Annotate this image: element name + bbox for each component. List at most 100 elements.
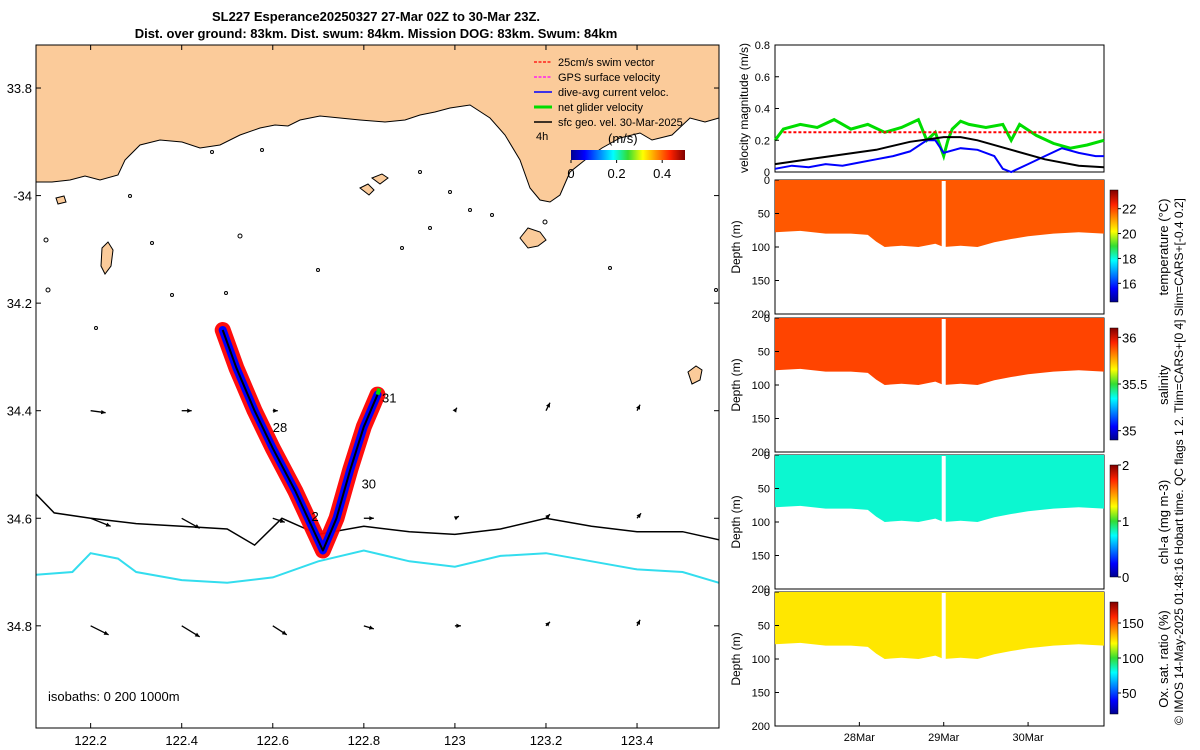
- section-data-gap: [941, 593, 946, 725]
- side-note: © IMOS 14-May-2025 01:48:16 Hobart time.…: [1172, 198, 1186, 725]
- section-ytick-label: 150: [752, 551, 770, 563]
- geo-vector-head: [545, 514, 550, 519]
- section-cb-tick-label: 16: [1122, 276, 1136, 291]
- y-tick-label: 34.4: [7, 404, 32, 419]
- legend-item-geo-velocity: sfc geo. vel. 30-Mar-2025: [534, 117, 683, 129]
- geostrophic-vectors: [90, 402, 642, 638]
- section-ytick-label: 200: [752, 309, 770, 321]
- section-cb-tick-label: 100: [1122, 651, 1144, 666]
- geo-vector-head: [103, 630, 109, 635]
- section-ytick-label: 50: [758, 484, 770, 496]
- island: [687, 365, 703, 385]
- geo-vector-head: [453, 516, 459, 521]
- section-ytick-label: 100: [752, 517, 770, 529]
- colorbar-tick-label: 0.4: [653, 166, 671, 181]
- section-ytick-label: 0: [764, 587, 770, 599]
- section-ylabel: Depth (m): [729, 632, 743, 685]
- y-tick-label: 33.8: [7, 81, 32, 96]
- x-tick-label: 122.4: [165, 733, 198, 748]
- section-cb-tick-label: 22: [1122, 202, 1136, 217]
- section-cb-tick-label: 0: [1122, 570, 1129, 585]
- legend-item-net-velocity: net glider velocity: [534, 102, 643, 114]
- day-label: 2: [311, 509, 318, 524]
- section-ylabel: Depth (m): [729, 220, 743, 273]
- geo-vector-head: [187, 408, 192, 413]
- geo-vector-head: [194, 524, 200, 529]
- velocity-series-line: [773, 117, 1105, 162]
- section-colorbar: [1109, 601, 1119, 715]
- y-tick-label: 34.6: [7, 511, 32, 526]
- section-data-fill: [775, 592, 1104, 659]
- section-ytick-label: 50: [758, 621, 770, 633]
- geo-vector-head: [636, 619, 641, 625]
- island: [55, 195, 67, 205]
- velocity-ytick-label: 0.2: [755, 135, 770, 147]
- section-data-fill: [775, 455, 1104, 522]
- section-xtick-label: 29Mar: [928, 732, 960, 744]
- legend-label: GPS surface velocity: [558, 72, 661, 84]
- legend-item-gps-velocity: GPS surface velocity: [534, 72, 661, 84]
- geo-vector-head: [368, 625, 374, 630]
- section-cb-tick-label: 36: [1122, 330, 1136, 345]
- section-colorbar: [1109, 327, 1119, 441]
- x-tick-label: 123: [444, 733, 466, 748]
- x-tick-label: 123.2: [530, 733, 563, 748]
- section-ytick-label: 50: [758, 209, 770, 221]
- y-tick-label: -34: [13, 189, 32, 204]
- geo-vector-head: [545, 621, 550, 627]
- section-chl-a: 0 50 100 150 200 Depth (m) 2 1 0 chl-a (mg m-3): [729, 450, 1171, 596]
- velocity-series-line: [774, 136, 1105, 169]
- y-tick-label: 34.8: [7, 619, 32, 634]
- section-ytick-label: 0: [764, 175, 770, 187]
- islet-dots: [43, 148, 718, 330]
- velocity-ytick-label: 0.4: [755, 104, 770, 116]
- geo-vector-head: [194, 632, 200, 637]
- section-cb-tick-label: 2: [1122, 458, 1129, 473]
- section-ytick-label: 150: [752, 688, 770, 700]
- x-tick-label: 122.2: [74, 733, 107, 748]
- geo-vector-head: [100, 409, 106, 415]
- section-ylabel: Depth (m): [729, 495, 743, 548]
- map-colorbar: [571, 150, 685, 160]
- map-panel: 28 2 30 31 122.2 122.4 122.6 122.8 123 123.2 123.…: [7, 44, 720, 748]
- section-ytick-label: 200: [752, 584, 770, 596]
- section-colorbar: [1109, 464, 1119, 578]
- coastline-polygon: [35, 44, 720, 203]
- land-mass: [35, 44, 720, 385]
- section-data-gap: [941, 319, 946, 451]
- x-tick-label: 122.6: [256, 733, 289, 748]
- x-tick-label: 123.4: [621, 733, 654, 748]
- island: [519, 227, 547, 249]
- island: [370, 173, 389, 185]
- section-data-fill: [775, 318, 1104, 385]
- geo-vector-head: [546, 402, 550, 408]
- velocity-series-line: [774, 139, 1104, 174]
- section-xtick-label: 30Mar: [1012, 732, 1044, 744]
- section-data-fill: [775, 180, 1104, 247]
- day-label: 28: [273, 420, 287, 435]
- geo-vector-head: [456, 623, 461, 628]
- isobath-lines: [35, 493, 720, 584]
- velocity-ytick-label: 0.6: [755, 72, 770, 84]
- section-ytick-label: 150: [752, 276, 770, 288]
- map-colorbar-label: (m/s): [608, 131, 638, 146]
- section-temperature: 0 50 100 150 200 Depth (m) 22 20 18 16 temperature…: [729, 175, 1171, 321]
- section-cb-tick-label: 18: [1122, 251, 1136, 266]
- section-ytick-label: 150: [752, 414, 770, 426]
- map-frame: [35, 44, 720, 729]
- section-cb-tick-label: 150: [1122, 616, 1144, 631]
- glider-track: [214, 322, 386, 559]
- legend-label: dive-avg current veloc.: [558, 87, 669, 99]
- section-salinity: 0 50 100 150 200 Depth (m) 36 35.5 35 salinity: [729, 313, 1171, 459]
- legend-item-swim-vector: 25cm/s swim vector: [534, 57, 655, 69]
- geo-vector-head: [273, 408, 278, 413]
- x-tick-label: 122.8: [348, 733, 381, 748]
- section-colorbar-label: Ox. sat. ratio (%): [1156, 610, 1171, 708]
- colorbar-tick-label: 0.2: [608, 166, 626, 181]
- section-cb-tick-label: 50: [1122, 686, 1136, 701]
- section-cb-tick-label: 35.5: [1122, 377, 1147, 392]
- chart-title-line2: Dist. over ground: 83km. Dist. swum: 84k…: [134, 26, 618, 41]
- day-label: 30: [362, 477, 376, 492]
- geo-vector-head: [369, 516, 374, 521]
